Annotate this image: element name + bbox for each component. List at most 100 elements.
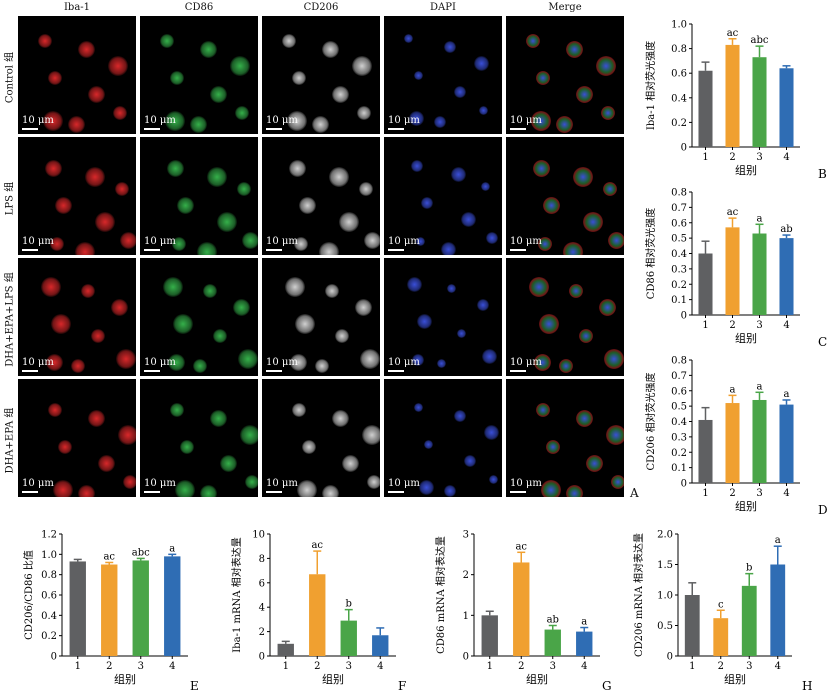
cell-blob [464, 455, 476, 467]
cell-blob [563, 242, 583, 255]
x-tick-label: 1 [487, 661, 493, 672]
scale-bar: 10 μm [388, 358, 420, 372]
micrograph-tile: 10 μm [140, 258, 258, 376]
cell-blob [88, 410, 105, 427]
x-tick-label: 3 [138, 661, 144, 672]
significance-label: ac [311, 540, 323, 551]
micrograph-tile: 10 μm [384, 16, 502, 134]
scale-bar-line [266, 370, 282, 372]
cell-blob [454, 86, 466, 98]
bar-group-2 [101, 564, 118, 656]
cell-blob [50, 237, 64, 251]
cell-blob [289, 160, 306, 177]
cell-blob [207, 167, 227, 187]
scale-bar-label: 10 μm [510, 115, 542, 126]
x-tick-label: 4 [775, 661, 781, 672]
cell-blob [604, 349, 624, 369]
cell-blob [168, 354, 185, 371]
y-tick-label: 3 [463, 530, 469, 541]
cell-blob [601, 106, 615, 120]
cell-blob [482, 349, 497, 364]
scale-bar-line [510, 128, 526, 130]
scale-bar-line [144, 128, 160, 130]
cell-blob [71, 359, 85, 373]
cell-blob [599, 299, 616, 316]
y-axis-label: CD206/CD86 比值 [22, 550, 35, 640]
x-tick-label: 3 [550, 661, 556, 672]
y-axis-label: CD86 相对荧光强度 [644, 208, 657, 300]
bar-group-2 [725, 227, 740, 315]
chart-b: 0 0.2 0.4 0.6 0.8 1.0 1 ac 2 abc 3 4 组别 Iba-1 相对荧光强度 B [644, 20, 827, 182]
cell-blob [197, 242, 217, 255]
scale-bar-label: 10 μm [388, 115, 420, 126]
scale-bar: 10 μm [144, 479, 176, 493]
cell-blob [362, 425, 380, 445]
scale-bar: 10 μm [388, 237, 420, 251]
cell-blob [538, 237, 552, 251]
significance-label: ac [515, 541, 527, 552]
cell-blob [329, 167, 349, 187]
cell-blob [88, 86, 105, 103]
cell-blob [529, 277, 549, 297]
scale-bar-line [266, 128, 282, 130]
y-tick-label: 2.0 [657, 530, 673, 541]
x-tick-label: 1 [283, 661, 289, 672]
scale-bar: 10 μm [22, 116, 54, 130]
cell-blob [165, 111, 185, 131]
micrograph-tile: 10 μm [262, 258, 380, 376]
scale-bar: 10 μm [266, 358, 298, 372]
scale-bar: 10 μm [144, 116, 176, 130]
significance-label: a [730, 384, 736, 395]
cell-blob [474, 56, 489, 71]
scale-bar-line [388, 370, 404, 372]
cell-blob [608, 232, 624, 249]
y-tick-label: 0.8 [671, 44, 687, 55]
cell-blob [95, 212, 115, 232]
cell-blob [115, 182, 129, 196]
micrograph-tile: 10 μm [140, 137, 258, 255]
cell-blob [302, 440, 316, 454]
significance-label: ac [727, 207, 739, 218]
cell-blob [235, 106, 249, 120]
y-tick-label: 0.6 [41, 591, 57, 602]
scale-bar-label: 10 μm [266, 357, 298, 368]
x-tick-label: 2 [718, 661, 724, 672]
cell-blob [312, 116, 329, 133]
cell-blob [360, 349, 380, 369]
cell-blob [319, 242, 339, 255]
y-tick-label: 0.5 [671, 234, 687, 245]
panel-letter: H [802, 679, 812, 693]
significance-label: b [346, 599, 352, 610]
cell-blob [573, 167, 593, 187]
scale-bar: 10 μm [510, 358, 542, 372]
micrograph-tile: 10 μm [506, 16, 624, 134]
y-tick-label: 1.0 [41, 550, 57, 561]
scale-bar-label: 10 μm [388, 478, 420, 489]
scale-bar-label: 10 μm [266, 115, 298, 126]
bar-group-3 [752, 399, 767, 483]
bar-group-1 [698, 419, 713, 483]
cell-blob [481, 182, 490, 191]
scale-bar-line [388, 128, 404, 130]
micrograph-tile: 10 μm [506, 137, 624, 255]
cell-blob [342, 455, 359, 472]
scale-bar-label: 10 μm [510, 478, 542, 489]
scale-bar: 10 μm [388, 116, 420, 130]
cell-blob [287, 111, 307, 131]
x-axis-label: 组别 [735, 331, 757, 345]
scale-bar-line [510, 491, 526, 493]
cell-blob [75, 242, 95, 255]
x-tick-label: 4 [783, 488, 789, 499]
cell-blob [536, 403, 550, 417]
cell-blob [51, 314, 71, 334]
scale-bar-label: 10 μm [266, 236, 298, 247]
scale-bar-label: 10 μm [388, 357, 420, 368]
y-tick-label: 1.2 [41, 530, 57, 541]
y-tick-label: 0.8 [671, 356, 687, 367]
y-tick-label: 0.1 [671, 463, 687, 474]
x-axis-label: 组别 [735, 163, 757, 177]
cell-blob [484, 425, 499, 440]
cell-blob [294, 237, 308, 251]
cell-blob [526, 34, 540, 48]
micrograph-tile: 10 μm [18, 16, 136, 134]
